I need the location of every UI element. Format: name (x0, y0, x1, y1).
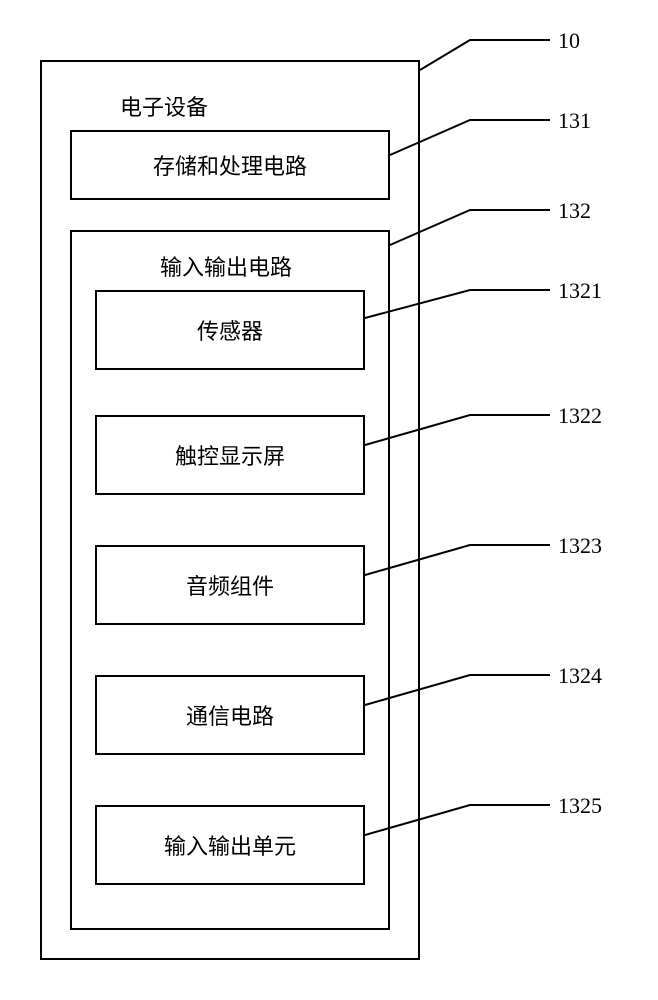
io-circuit-title: 输入输出电路 (160, 250, 292, 282)
touchscreen-box: 触控显示屏 (95, 415, 365, 495)
ref-131: 131 (558, 108, 591, 134)
comm-circuit-box: 通信电路 (95, 675, 365, 755)
ref-10: 10 (558, 28, 580, 54)
audio-box: 音频组件 (95, 545, 365, 625)
storage-processing-label: 存储和处理电路 (153, 149, 307, 181)
io-unit-box: 输入输出单元 (95, 805, 365, 885)
storage-processing-box: 存储和处理电路 (70, 130, 390, 200)
comm-circuit-label: 通信电路 (186, 699, 274, 731)
ref-132: 132 (558, 198, 591, 224)
sensor-box: 传感器 (95, 290, 365, 370)
ref-1323: 1323 (558, 533, 602, 559)
ref-1322: 1322 (558, 403, 602, 429)
io-unit-label: 输入输出单元 (164, 829, 296, 861)
ref-1324: 1324 (558, 663, 602, 689)
touchscreen-label: 触控显示屏 (175, 439, 285, 471)
audio-label: 音频组件 (186, 569, 274, 601)
ref-1321: 1321 (558, 278, 602, 304)
outer-device-title: 电子设备 (120, 90, 208, 122)
sensor-label: 传感器 (197, 314, 263, 346)
diagram-canvas: 电子设备 存储和处理电路 输入输出电路 传感器 触控显示屏 音频组件 通信电路 … (0, 0, 658, 1000)
ref-1325: 1325 (558, 793, 602, 819)
